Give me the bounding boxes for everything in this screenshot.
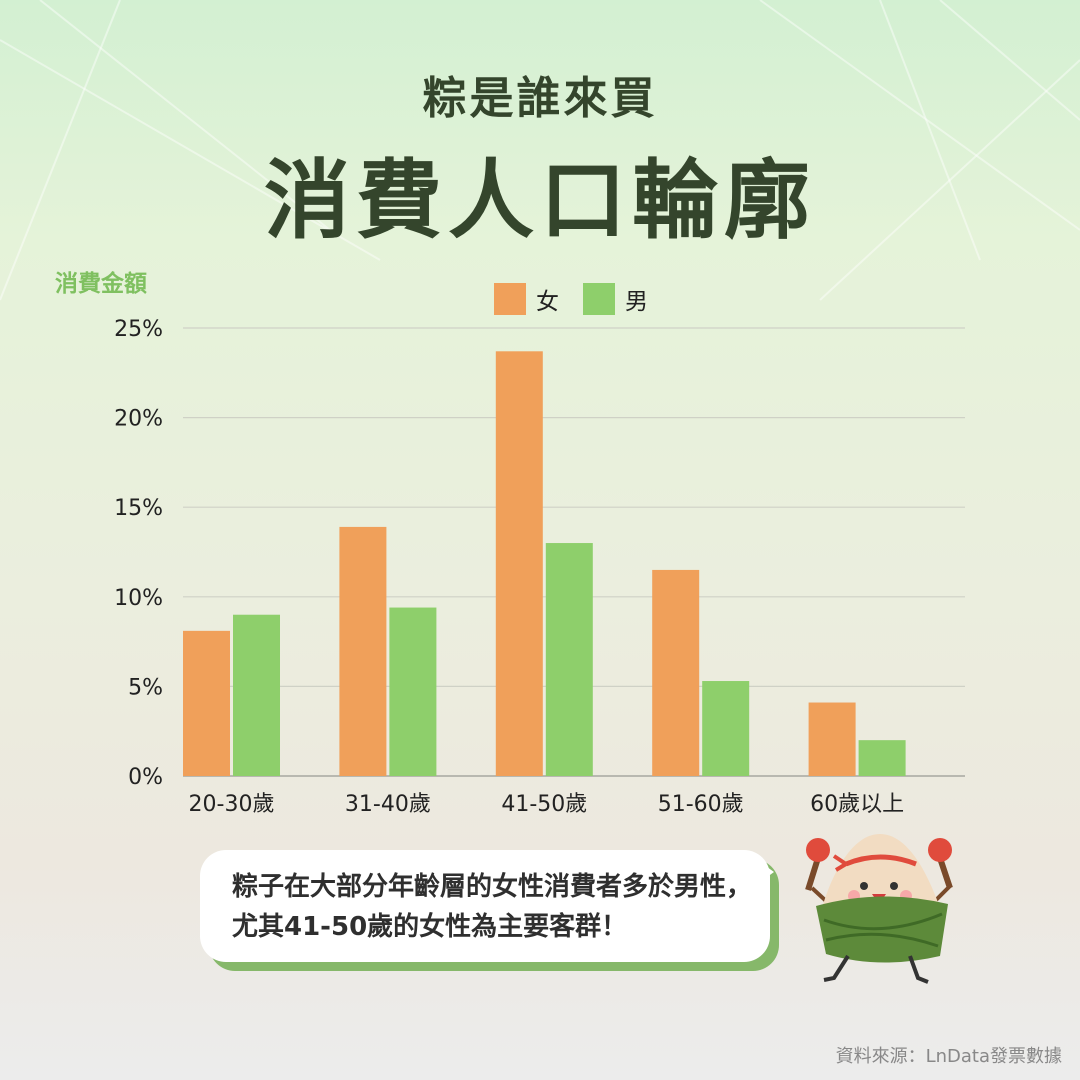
- chart-subtitle: 消費人口輪廓: [264, 151, 816, 251]
- zongzi-mascot-icon: [805, 834, 953, 984]
- bar-male: [702, 681, 750, 776]
- y-tick-label: 5%: [128, 675, 163, 700]
- bar-female: [339, 526, 387, 776]
- legend-swatch-male: [583, 283, 615, 315]
- legend: 女 男: [494, 282, 672, 316]
- chart-title: 粽是誰來買: [422, 73, 658, 124]
- x-tick-label: 20-30歲: [189, 792, 275, 817]
- y-tick-label: 10%: [114, 586, 163, 611]
- bar-male: [858, 740, 906, 776]
- bar-female: [808, 702, 856, 776]
- source-note: 資料來源：LnData發票數據: [835, 1046, 1062, 1067]
- bar-male: [233, 614, 280, 776]
- x-tick-label: 31-40歲: [345, 792, 431, 817]
- y-axis-label: 消費金額: [55, 271, 147, 297]
- y-tick-label: 15%: [114, 496, 163, 521]
- legend-label-male: 男: [625, 289, 648, 315]
- bar-female: [652, 569, 700, 776]
- legend-label-female: 女: [536, 289, 559, 315]
- y-tick-label: 0%: [128, 765, 163, 790]
- legend-item-male: 男: [583, 282, 648, 316]
- y-tick-label: 25%: [114, 317, 163, 342]
- legend-item-female: 女: [494, 282, 559, 316]
- bar-male: [389, 607, 437, 776]
- callout-bubble: [200, 850, 770, 962]
- legend-swatch-female: [494, 283, 526, 315]
- callout-text: 粽子在大部分年齡層的女性消費者多於男性，尤其41-50歲的女性為主要客群！: [232, 872, 753, 942]
- callout-bubble-tail: [752, 856, 774, 888]
- bar-male: [545, 543, 593, 776]
- x-tick-label: 51-60歲: [658, 792, 744, 817]
- bar-female: [495, 351, 543, 776]
- bar-female: [183, 630, 230, 776]
- bar-chart: 0% 5% 10% 15% 20% 25% 20-30歲 31-40歲 41-50歲 51-60歲…: [114, 317, 965, 817]
- y-tick-label: 20%: [114, 407, 163, 432]
- x-tick-label: 41-50歲: [501, 792, 587, 817]
- x-tick-label: 60歲以上: [810, 792, 904, 817]
